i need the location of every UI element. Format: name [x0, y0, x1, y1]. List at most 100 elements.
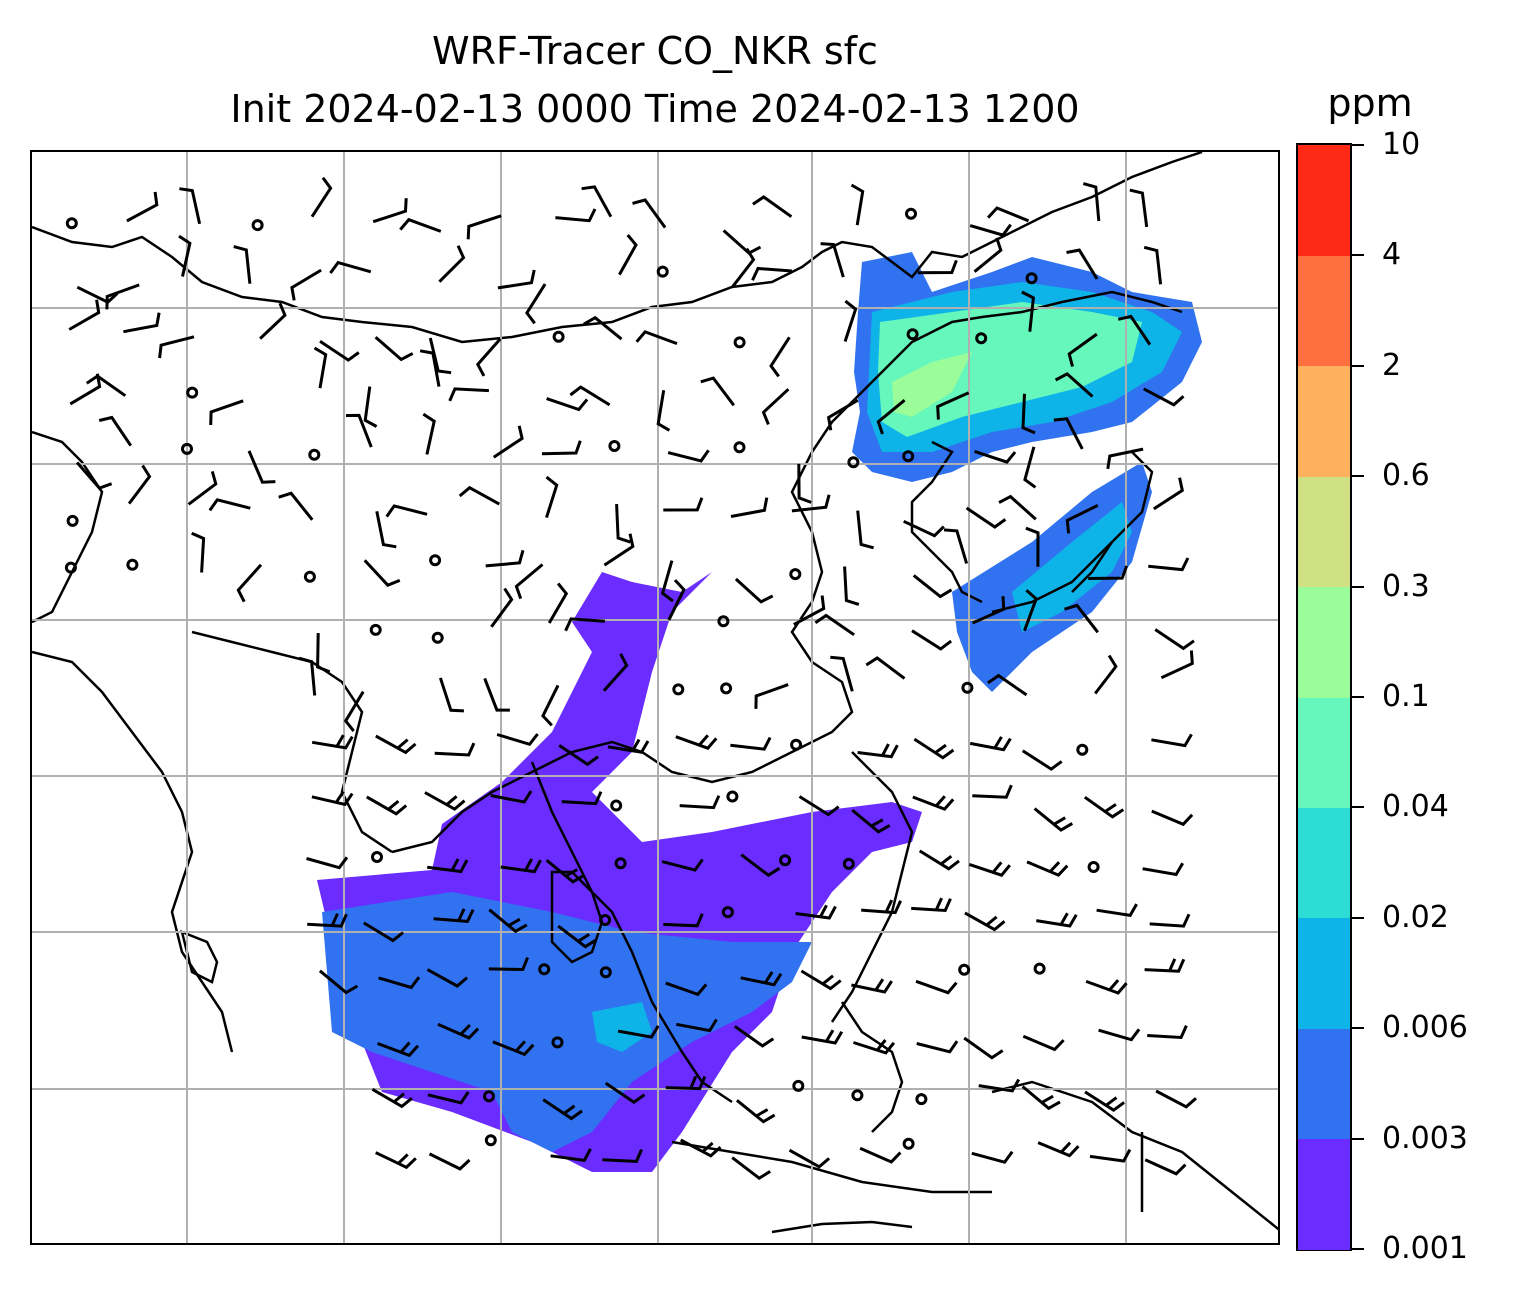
wind-barb	[428, 1152, 471, 1171]
wind-barb	[1023, 446, 1037, 489]
calm-wind-circle	[186, 386, 199, 399]
colorbar-segment	[1298, 1138, 1350, 1250]
map-canvas[interactable]	[32, 152, 1280, 1245]
wind-barb	[374, 336, 414, 362]
colorbar-segment	[1298, 917, 1350, 1029]
wind-barb	[1066, 248, 1099, 280]
wind-barb	[372, 198, 408, 224]
wind-barb	[191, 531, 206, 573]
calm-wind-circle	[431, 631, 444, 644]
map-subtitle: Init 2024-02-13 0000 Time 2024-02-13 120…	[230, 87, 1080, 131]
wind-barb	[986, 206, 1030, 223]
colorbar-tick-label: 0.3	[1382, 568, 1430, 604]
colorbar-tick-label: 2	[1382, 347, 1402, 383]
wind-barb	[1149, 913, 1191, 928]
wind-barb	[1085, 979, 1128, 995]
calm-wind-circle	[906, 328, 919, 341]
wind-barb	[307, 913, 348, 928]
wind-barb	[316, 632, 331, 674]
wind-barb	[861, 899, 902, 915]
calm-wind-circle	[551, 1036, 564, 1049]
wind-barb	[604, 1081, 646, 1105]
wind-barb	[998, 494, 1037, 521]
wind-barb	[663, 497, 704, 512]
wind-barb	[490, 587, 514, 628]
wind-barb	[310, 176, 333, 218]
calm-wind-circle	[847, 456, 860, 469]
wind-barb	[602, 1148, 643, 1163]
colorbar-tick-label: 0.003	[1382, 1120, 1468, 1156]
wind-barb	[448, 387, 489, 402]
calm-wind-circle	[1025, 272, 1038, 285]
wind-barb	[564, 617, 606, 632]
wind-barb	[187, 470, 218, 506]
wind-barb	[972, 784, 1013, 799]
wind-barb	[665, 1075, 707, 1091]
wind-barb	[788, 1148, 831, 1169]
wind-barb	[1148, 557, 1190, 572]
calm-wind-circle	[369, 623, 382, 636]
wind-barb	[730, 497, 769, 518]
wind-barb	[290, 268, 322, 301]
wind-barb	[843, 299, 858, 342]
wind-barb	[1026, 860, 1069, 877]
wind-barb	[1084, 1090, 1125, 1113]
calm-wind-circle	[484, 1134, 497, 1147]
calm-wind-circle	[851, 1089, 864, 1102]
wind-barb	[1089, 1148, 1132, 1163]
wind-barb	[917, 259, 958, 275]
calm-wind-circle	[1076, 743, 1089, 756]
wind-barb	[541, 684, 560, 727]
calm-wind-circle	[721, 906, 734, 919]
colorbar-segment	[1298, 365, 1350, 477]
calm-wind-circle	[656, 265, 669, 278]
calm-wind-circle	[181, 442, 193, 455]
calm-wind-circle	[64, 561, 77, 574]
wind-barb	[1106, 447, 1144, 470]
wind-barb	[424, 791, 466, 811]
wind-barb	[547, 582, 569, 624]
wind-barb	[581, 185, 613, 218]
wind-barb	[656, 389, 671, 432]
wind-barb	[667, 579, 686, 621]
wind-barb	[438, 677, 464, 713]
wind-barb	[1083, 795, 1125, 819]
wind-barb	[700, 376, 735, 407]
wind-barb	[903, 519, 945, 538]
wind-barb	[856, 510, 874, 550]
wind-barb	[542, 1098, 583, 1121]
wind-barb	[488, 956, 529, 972]
wind-barb	[964, 911, 1006, 932]
colorbar-segment	[1298, 145, 1350, 256]
wind-barb	[754, 683, 789, 709]
wind-barb	[733, 1025, 775, 1048]
wind-barb	[311, 790, 354, 807]
wind-barb	[936, 391, 970, 420]
calm-wind-circle	[303, 570, 316, 583]
wind-barb	[1160, 650, 1194, 680]
wind-barb	[68, 299, 101, 331]
wind-barb	[126, 191, 159, 223]
wind-barb	[667, 449, 710, 463]
wind-barb	[1082, 182, 1101, 222]
wind-barb	[635, 330, 678, 346]
wind-barb	[313, 346, 328, 389]
wind-barb	[365, 795, 408, 816]
wind-barb	[987, 673, 1028, 697]
wind-barb	[419, 349, 441, 387]
wind-barb	[1054, 372, 1094, 398]
wind-barb	[1053, 417, 1084, 450]
wind-barb	[795, 904, 837, 920]
wind-barb	[632, 198, 667, 229]
calm-wind-circle	[429, 554, 442, 567]
wind-barb	[660, 560, 674, 603]
colorbar-tick-label: 0.1	[1382, 679, 1430, 714]
wind-barb	[814, 613, 855, 637]
colorbar-tick	[1352, 1248, 1364, 1250]
map-panel[interactable]	[30, 150, 1280, 1245]
wind-barb	[731, 1156, 771, 1181]
wind-barb	[602, 653, 629, 692]
wind-barb	[761, 388, 790, 425]
wind-barb	[1065, 504, 1099, 534]
wind-barb	[375, 1151, 417, 1170]
